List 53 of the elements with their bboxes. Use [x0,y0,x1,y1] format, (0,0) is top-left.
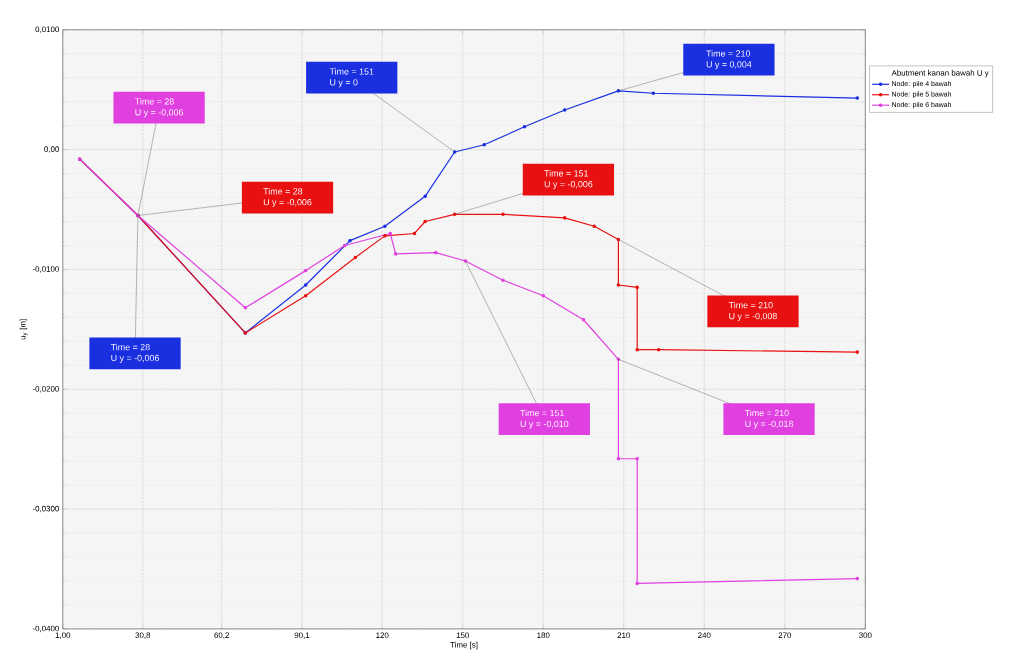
point [383,224,387,229]
annotation: Time = 151 [329,68,374,75]
annotation: U y = -0,018 [745,420,793,429]
point [342,243,347,248]
point [501,212,505,217]
point [541,294,546,298]
point [348,239,352,243]
annotation: Time = 210 [706,50,751,57]
point [616,283,621,287]
annotation: U y = -0,006 [544,181,593,190]
point [383,234,387,238]
point [592,224,597,229]
point [855,350,860,355]
point [303,294,308,298]
point [303,269,308,273]
point [434,251,438,255]
point [303,283,308,287]
point [353,255,358,260]
annotation: Time = 151 [520,409,564,417]
point [616,457,621,461]
point [855,96,860,101]
annotation: U y = 0 [330,79,358,88]
annotation: Time = 28 [134,98,174,105]
point [501,278,505,283]
point [522,125,527,129]
annotation: Time = 151 [544,170,589,177]
point [581,318,586,322]
point [423,219,427,224]
point [423,194,427,199]
point [635,348,639,352]
point [243,306,248,310]
annotation: U y = -0,006 [111,355,159,364]
point [412,231,417,236]
annotation: Time = 210 [744,409,789,417]
point [635,285,639,290]
annotation: Time = 28 [263,188,303,195]
annotation: Time = 210 [728,301,773,309]
point [562,108,567,112]
annotation: Time = 28 [110,343,150,351]
point [656,348,661,352]
point [651,91,656,96]
annotation: U y = 0,004 [706,61,752,70]
annotation: U y = -0,006 [135,109,184,118]
point [635,457,639,461]
annotation: U y = -0,010 [520,420,569,429]
annotation: U y = -0,008 [729,313,777,322]
point [855,576,860,581]
point [388,231,393,236]
point [393,252,398,256]
point [562,216,567,220]
point [482,143,486,147]
annotation: U y = -0,006 [263,199,312,208]
point [635,581,639,586]
